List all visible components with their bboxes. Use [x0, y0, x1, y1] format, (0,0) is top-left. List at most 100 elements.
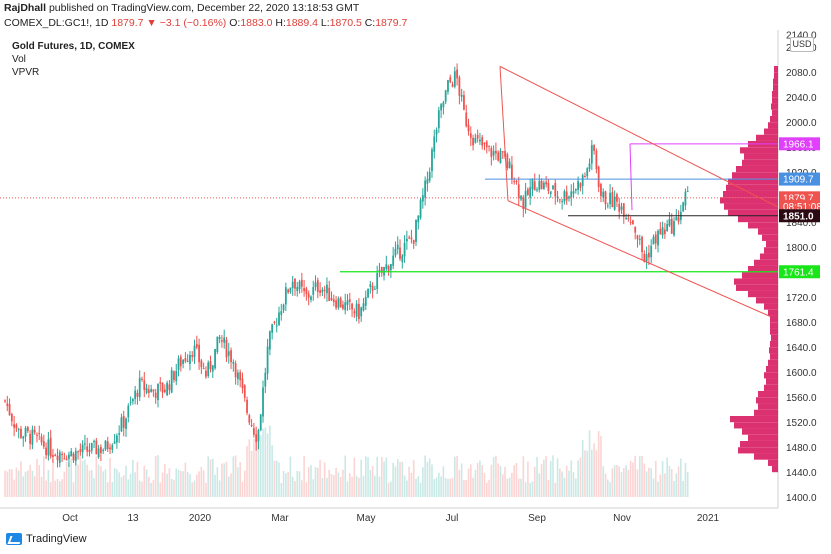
volume-bar [207, 456, 210, 497]
volume-bar [666, 457, 668, 497]
volume-bar [250, 451, 253, 497]
volume-profile-bar [748, 222, 778, 229]
volume-bar [273, 460, 276, 497]
candle-body [346, 300, 349, 305]
volume-bar [460, 463, 463, 497]
volume-bar [111, 482, 114, 497]
volume-bar [481, 465, 484, 497]
volume-bar [269, 425, 271, 497]
volume-bar [643, 463, 646, 497]
volume-bar [661, 461, 664, 497]
candle-body [604, 191, 607, 205]
publisher-name[interactable]: RajDhall [4, 2, 47, 14]
volume-bar [472, 477, 474, 497]
candle-body [316, 280, 319, 293]
candle-body [469, 133, 472, 138]
candle-body [643, 253, 646, 262]
candle-body [451, 84, 454, 87]
volume-bar [104, 469, 107, 497]
candle-body [170, 370, 173, 393]
volume-bar [622, 468, 625, 497]
volume-bar [189, 474, 191, 497]
volume-bar [632, 462, 634, 497]
candle-body [88, 449, 91, 453]
volume-bar [588, 430, 591, 497]
volume-bar [591, 449, 593, 497]
volume-bar [56, 478, 59, 497]
candle-body [675, 217, 678, 221]
candle-body [618, 203, 621, 212]
volume-bar [59, 481, 61, 497]
volume-bar [575, 478, 577, 497]
volume-bar [166, 473, 168, 497]
volume-bar [342, 469, 344, 497]
volume-bar [90, 469, 93, 497]
candle-body [511, 164, 513, 180]
volume-bar [49, 482, 52, 497]
volume-bar [173, 480, 175, 497]
tradingview-brand[interactable]: TradingView [6, 533, 87, 545]
volume-profile-bar [771, 334, 778, 341]
candle-body [472, 137, 474, 146]
volume-bar [451, 477, 454, 497]
volume-bar [648, 467, 650, 497]
candle-body [611, 192, 614, 208]
volume-bar [27, 470, 29, 497]
volume-bar [348, 473, 351, 497]
volume-bar [333, 475, 335, 497]
legend-vpvr[interactable]: VPVR [12, 67, 40, 78]
volume-bar [77, 464, 79, 497]
volume-bar [613, 465, 616, 497]
volume-bar [664, 473, 666, 497]
candle-body [300, 279, 303, 287]
volume-profile-bar [764, 372, 778, 379]
candle-body [237, 372, 239, 380]
price-change: −3.1 (−0.16%) [159, 17, 227, 29]
volume-bar [255, 441, 257, 497]
volume-bar [102, 471, 104, 497]
volume-bar [106, 482, 109, 497]
candle-body [515, 181, 518, 183]
y-tick-label: 1600.0 [786, 368, 817, 379]
volume-profile-bar [734, 278, 778, 285]
volume-bar [214, 474, 216, 497]
volume-bar [677, 466, 680, 497]
volume-bar [641, 455, 643, 497]
volume-profile-bar [738, 447, 778, 454]
tradingview-logo-icon [6, 533, 22, 545]
volume-bar [13, 479, 15, 497]
candle-body [431, 149, 433, 172]
volume-bar [134, 472, 136, 497]
volume-bar [616, 465, 618, 497]
candle-body [627, 218, 630, 220]
volume-bar [673, 480, 675, 497]
volume-bar [438, 472, 440, 497]
candle-body [595, 150, 598, 170]
candle-body [668, 218, 671, 226]
candle-body [497, 152, 500, 161]
legend-vol[interactable]: Vol [12, 54, 26, 65]
volume-bar [266, 433, 269, 497]
currency-badge[interactable]: USD [790, 37, 814, 52]
candle-body [661, 227, 664, 236]
volume-bar [17, 470, 20, 497]
volume-bar [93, 478, 95, 497]
candle-body [355, 303, 358, 317]
volume-bar [4, 470, 6, 497]
volume-bar [431, 464, 433, 497]
candle-body [360, 307, 363, 317]
candle-body [246, 399, 248, 413]
volume-bar [396, 459, 399, 497]
candle-body [26, 427, 29, 432]
candle-body [56, 455, 59, 461]
candle-body [542, 182, 545, 190]
volume-bar [271, 445, 273, 497]
volume-bar [323, 462, 326, 497]
volume-bar [364, 456, 367, 497]
volume-bar [470, 464, 472, 497]
candle-body [686, 191, 689, 193]
volume-bar [492, 457, 495, 497]
candle-body [49, 437, 52, 457]
volume-bar [579, 457, 582, 497]
